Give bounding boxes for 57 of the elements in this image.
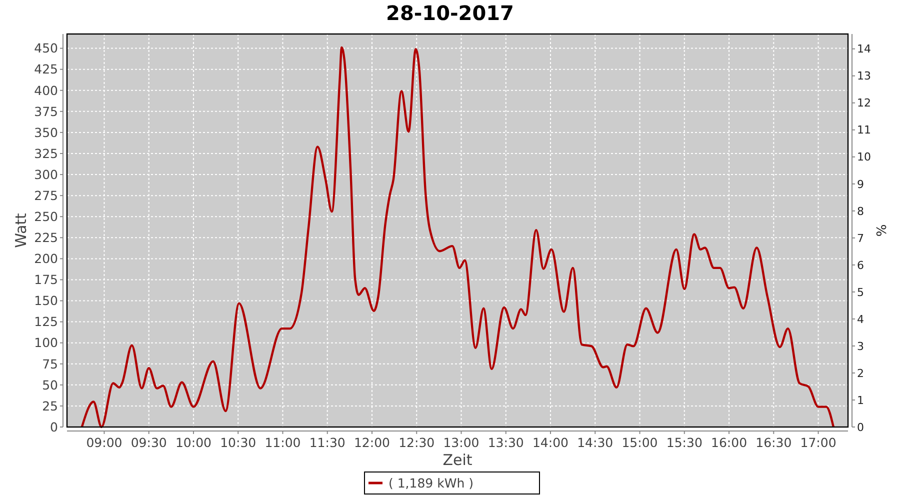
y-tick-label: 200 bbox=[34, 251, 58, 266]
y-tick-label: 400 bbox=[34, 82, 58, 98]
y2-axis-title: % bbox=[875, 224, 890, 237]
y-tick-label: 225 bbox=[34, 230, 58, 246]
y-tick-label: 125 bbox=[34, 314, 58, 330]
x-tick-label: 14:30 bbox=[577, 435, 614, 450]
x-tick-label: 11:30 bbox=[309, 435, 346, 450]
x-tick-label: 15:00 bbox=[622, 435, 658, 450]
chart-title: 28-10-2017 bbox=[386, 1, 514, 25]
y2-tick-label: 13 bbox=[857, 70, 871, 83]
y-tick-label: 275 bbox=[34, 188, 58, 203]
y2-tick-label: 9 bbox=[857, 178, 864, 191]
x-tick-label: 10:30 bbox=[220, 435, 256, 450]
y-tick-label: 375 bbox=[34, 104, 58, 119]
y-tick-label: 25 bbox=[42, 398, 58, 414]
x-tick-label: 16:30 bbox=[756, 435, 792, 450]
x-tick-label: 16:00 bbox=[711, 435, 748, 450]
x-tick-label: 13:00 bbox=[443, 435, 480, 450]
y2-tick-label: 0 bbox=[857, 420, 864, 434]
x-tick-label: 12:30 bbox=[398, 435, 435, 450]
y2-tick-label: 7 bbox=[857, 232, 864, 245]
x-axis-title: Zeit bbox=[442, 451, 472, 469]
y-tick-label: 350 bbox=[34, 124, 58, 140]
x-tick-label: 14:00 bbox=[532, 435, 569, 450]
x-tick-label: 15:30 bbox=[666, 435, 702, 450]
y-tick-label: 250 bbox=[34, 208, 58, 224]
y2-tick-label: 5 bbox=[857, 286, 864, 299]
y-tick-label: 0 bbox=[50, 419, 58, 434]
y2-tick-label: 2 bbox=[857, 366, 864, 380]
y-tick-label: 325 bbox=[34, 146, 58, 161]
y-axis-title: Watt bbox=[12, 212, 30, 248]
y2-tick-label: 12 bbox=[857, 96, 871, 110]
y-tick-label: 150 bbox=[34, 293, 58, 308]
line-series bbox=[80, 46, 835, 428]
x-tick-label: 12:00 bbox=[354, 435, 390, 450]
y2-tick-label: 10 bbox=[857, 150, 871, 164]
y-tick-label: 75 bbox=[42, 356, 58, 372]
y-tick-label: 300 bbox=[34, 166, 58, 182]
y-tick-label: 100 bbox=[34, 335, 58, 350]
x-tick-label: 11:00 bbox=[264, 435, 301, 450]
y-tick-label: 425 bbox=[34, 62, 58, 77]
y2-tick-label: 1 bbox=[857, 394, 864, 407]
y2-tick-label: 3 bbox=[857, 340, 864, 353]
y2-tick-label: 6 bbox=[857, 258, 864, 272]
legend-label: ( 1,189 kWh ) bbox=[388, 475, 474, 490]
y-tick-label: 50 bbox=[42, 377, 58, 392]
x-tick-label: 09:30 bbox=[130, 435, 167, 450]
x-tick-label: 10:00 bbox=[175, 435, 212, 450]
y2-tick-label: 14 bbox=[857, 42, 871, 56]
y2-tick-label: 4 bbox=[857, 312, 864, 326]
y-tick-label: 450 bbox=[34, 40, 58, 56]
y-tick-label: 175 bbox=[34, 272, 58, 288]
x-tick-label: 17:00 bbox=[800, 435, 836, 450]
y2-tick-label: 11 bbox=[857, 124, 871, 137]
x-tick-label: 09:00 bbox=[86, 435, 122, 450]
x-tick-label: 13:30 bbox=[488, 435, 524, 450]
y2-tick-label: 8 bbox=[857, 204, 864, 218]
